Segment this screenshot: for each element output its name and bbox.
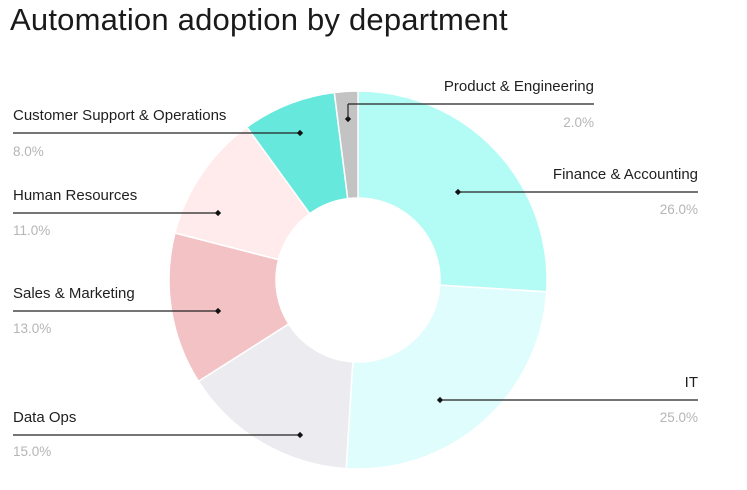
slice-sales-and-marketing bbox=[168, 232, 290, 383]
label-it: IT bbox=[685, 374, 698, 391]
slice-it bbox=[345, 284, 548, 470]
slice-product-and-engineering bbox=[333, 90, 359, 200]
leader-dot-data-ops bbox=[296, 431, 304, 439]
label-finance-and-accounting: Finance & Accounting bbox=[553, 166, 698, 183]
slice-data-ops bbox=[197, 322, 354, 470]
donut-slices bbox=[168, 90, 548, 470]
leader-dot-human-resources bbox=[214, 209, 222, 217]
value-label-human-resources: 11.0% bbox=[13, 223, 50, 238]
value-label-data-ops: 15.0% bbox=[13, 444, 51, 459]
leader-dot-it bbox=[436, 396, 444, 404]
value-label-it: 25.0% bbox=[660, 410, 698, 425]
leader-lines bbox=[13, 103, 698, 439]
label-data-ops: Data Ops bbox=[13, 409, 76, 426]
slice-finance-and-accounting bbox=[357, 90, 548, 293]
slice-labels: Finance & Accounting 26.0% IT 25.0% Data Ops… bbox=[13, 78, 698, 459]
label-human-resources: Human Resources bbox=[13, 187, 137, 204]
value-label-finance-and-accounting: 26.0% bbox=[660, 202, 698, 217]
label-sales-and-marketing: Sales & Marketing bbox=[13, 285, 135, 302]
value-label-sales-and-marketing: 13.0% bbox=[13, 321, 51, 336]
label-product-and-engineering: Product & Engineering bbox=[444, 78, 594, 95]
value-label-product-and-engineering: 2.0% bbox=[563, 115, 594, 130]
chart-title: Automation adoption by department bbox=[10, 2, 508, 37]
value-label-customer-support-and-operations: 8.0% bbox=[13, 144, 44, 159]
label-customer-support-and-operations: Customer Support & Operations bbox=[13, 107, 226, 124]
